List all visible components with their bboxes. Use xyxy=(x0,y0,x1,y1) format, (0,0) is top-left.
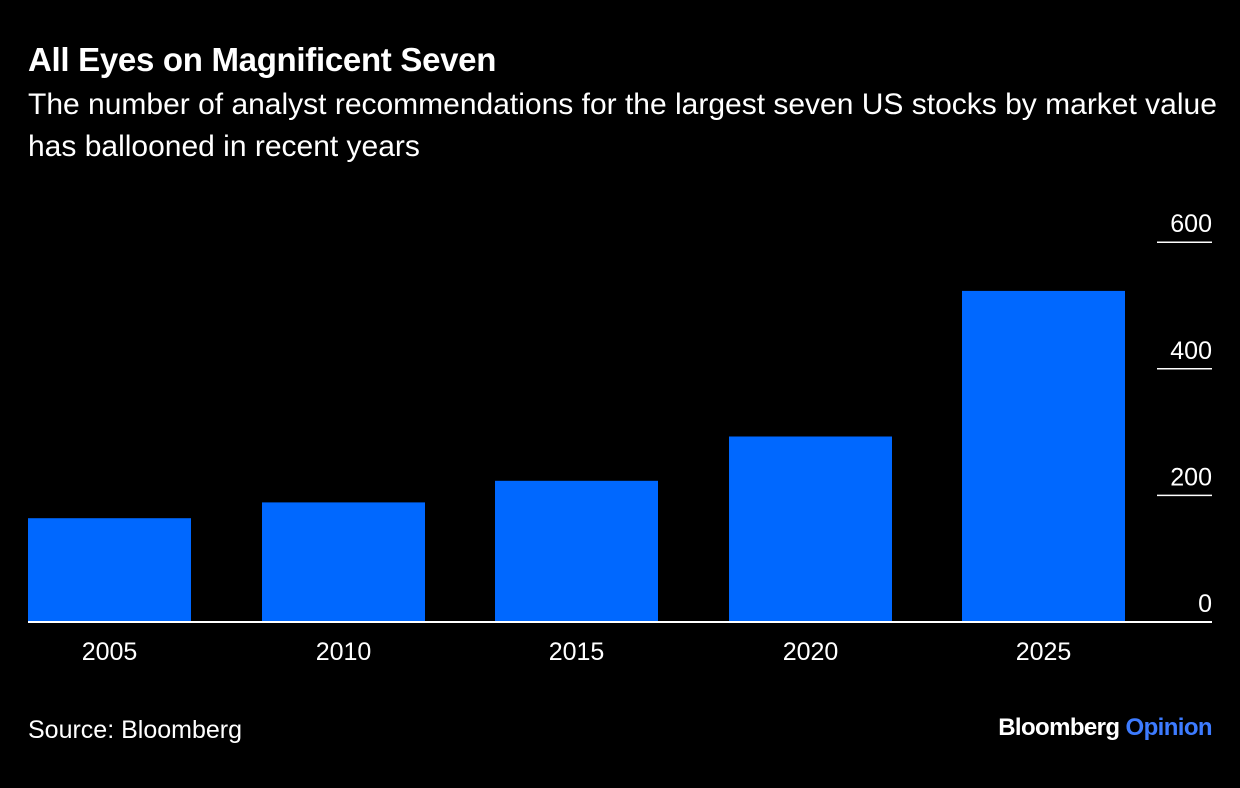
y-tick-label-600: 600 xyxy=(1170,210,1212,238)
x-tick-label-2010: 2010 xyxy=(316,638,372,666)
chart-subtitle: The number of analyst recommendations fo… xyxy=(28,88,1217,163)
bar-2025 xyxy=(962,290,1125,622)
chart-title: All Eyes on Magnificent Seven xyxy=(28,41,497,78)
x-tick-label-2020: 2020 xyxy=(783,638,839,666)
x-tick-label-2015: 2015 xyxy=(549,638,605,666)
brand-name: Bloomberg xyxy=(998,714,1120,741)
bar-2015 xyxy=(495,480,658,622)
brand-logo: Bloomberg Opinion xyxy=(998,712,1212,744)
y-tick-label-400: 400 xyxy=(1170,337,1212,365)
bar-2005 xyxy=(28,518,191,622)
y-tick-label-0: 0 xyxy=(1198,590,1212,618)
x-tick-label-2005: 2005 xyxy=(82,638,138,666)
x-tick-label-2025: 2025 xyxy=(1016,638,1072,666)
source-note: Source: Bloomberg xyxy=(28,716,243,744)
bar-2010 xyxy=(262,502,425,622)
y-tick-label-200: 200 xyxy=(1170,463,1212,491)
bar-2020 xyxy=(729,436,892,622)
brand-section: Opinion xyxy=(1125,714,1213,741)
